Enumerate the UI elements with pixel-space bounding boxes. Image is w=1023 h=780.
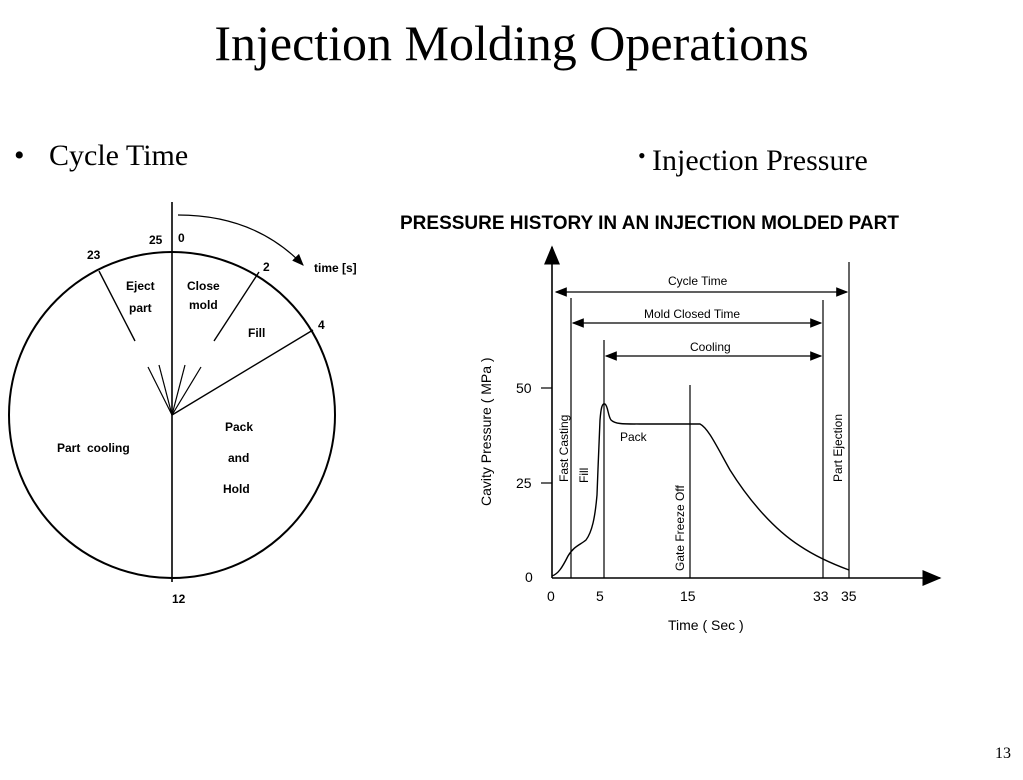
segment-pack: and [228, 451, 249, 465]
x-tick-label-0: 0 [547, 588, 555, 604]
x-axis-label: Time ( Sec ) [668, 617, 744, 633]
bullet-text: Cycle Time [49, 139, 189, 172]
time-label-23: 23 [87, 248, 101, 262]
spoke [147, 366, 173, 416]
time-label-0: 0 [178, 231, 185, 245]
chart-title: PRESSURE HISTORY IN AN INJECTION MOLDED … [400, 213, 899, 234]
bullet-text: Injection Pressure [652, 144, 868, 177]
time-label-4: 4 [318, 318, 325, 332]
time-label-12: 12 [172, 592, 186, 606]
slide-title: Injection Molding Operations [214, 15, 809, 71]
bullet-injection-pressure: • Injection Pressure [638, 136, 868, 181]
bullet-marker: • [638, 143, 646, 168]
time-label-25: 25 [149, 233, 163, 247]
span-label-cooling: Cooling [690, 340, 731, 354]
time-unit-label: time [s] [314, 261, 357, 275]
x-tick-label-15: 15 [680, 588, 696, 604]
x-tick-label-33: 33 [813, 588, 829, 604]
segment-cooling: Part cooling [57, 441, 130, 455]
divider-23 [98, 270, 136, 342]
spoke [171, 366, 202, 416]
pressure-curve [551, 403, 850, 577]
x-tick-label-35: 35 [841, 588, 857, 604]
marker-label-part-ejection: Part Ejection [831, 414, 845, 482]
y-axis-label: Cavity Pressure ( MPa ) [478, 357, 494, 506]
segment-close: Close [187, 279, 220, 293]
span-label-mold-closed: Mold Closed Time [644, 307, 740, 321]
divider-4 [171, 329, 314, 416]
y-tick-label-0: 0 [525, 569, 533, 585]
curve-label-pack: Pack [620, 430, 648, 444]
segment-fill: Fill [248, 326, 265, 340]
marker-label-gate-freeze-off: Gate Freeze Off [673, 485, 687, 571]
y-tick-label-25: 25 [516, 475, 532, 491]
bullet-cycle-time: • Cycle Time [14, 136, 188, 176]
segment-close: mold [189, 298, 218, 312]
span-label-cycle-time: Cycle Time [668, 274, 728, 288]
spoke [158, 364, 173, 416]
divider-2 [213, 271, 260, 342]
segment-pack: Hold [223, 482, 250, 496]
x-tick-label-5: 5 [596, 588, 604, 604]
segment-eject: Eject [126, 279, 155, 293]
bullet-marker: • [14, 139, 25, 172]
marker-label-fast-casting: Fast Casting [557, 415, 571, 482]
spoke [171, 364, 186, 416]
marker-label-fill: Fill [577, 468, 591, 483]
page-number: 13 [995, 745, 1011, 762]
time-label-2: 2 [263, 260, 270, 274]
segment-pack: Pack [225, 420, 253, 434]
time-direction-arrow [177, 214, 304, 266]
y-tick-label-50: 50 [516, 380, 532, 396]
segment-eject: part [129, 301, 152, 315]
